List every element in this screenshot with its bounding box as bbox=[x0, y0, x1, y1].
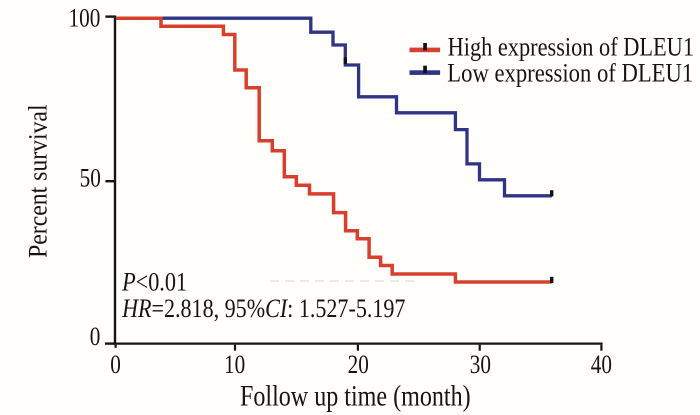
svg-text:0: 0 bbox=[110, 351, 121, 380]
svg-text:30: 30 bbox=[470, 351, 491, 380]
svg-text:Follow up time (month): Follow up time (month) bbox=[240, 379, 471, 412]
svg-text:P<0.01: P<0.01 bbox=[121, 268, 187, 297]
svg-text:50: 50 bbox=[80, 164, 101, 193]
svg-text:40: 40 bbox=[591, 351, 612, 380]
svg-text:10: 10 bbox=[224, 351, 245, 380]
svg-text:0: 0 bbox=[90, 323, 101, 352]
svg-text:100: 100 bbox=[69, 4, 101, 33]
svg-text:20: 20 bbox=[348, 351, 369, 380]
svg-text:High expression of DLEU1: High expression of DLEU1 bbox=[448, 33, 694, 62]
svg-text:Percent survival: Percent survival bbox=[24, 104, 52, 258]
svg-text:Low expression of DLEU1: Low expression of DLEU1 bbox=[447, 59, 693, 88]
svg-text:HR=2.818, 95%CI: 1.527-5.197: HR=2.818, 95%CI: 1.527-5.197 bbox=[121, 295, 405, 323]
